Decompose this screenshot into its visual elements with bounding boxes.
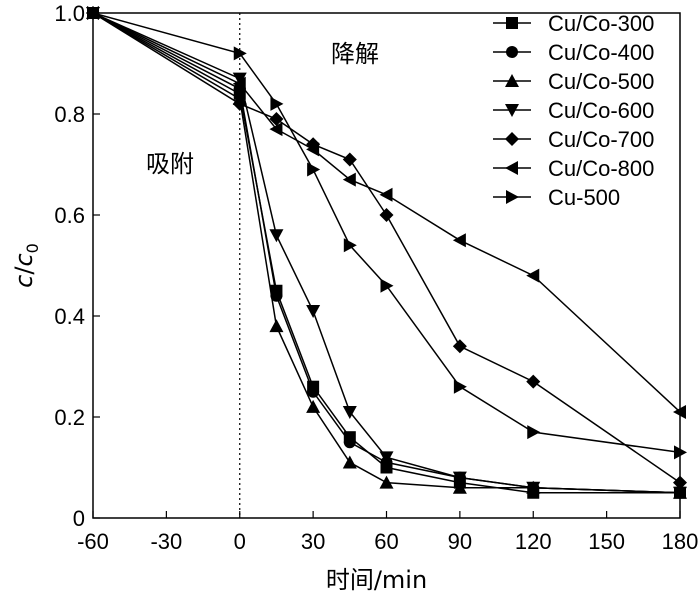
data-point xyxy=(452,233,466,248)
data-point xyxy=(526,268,540,283)
legend-entry: Cu/Co-600 xyxy=(493,98,654,123)
x-axis-title: 时间/min xyxy=(326,566,427,594)
legend-label: Cu/Co-400 xyxy=(548,40,654,65)
series-cu-500 xyxy=(87,6,687,460)
data-point xyxy=(526,374,541,389)
x-tick-label: 150 xyxy=(588,529,625,554)
data-point xyxy=(232,72,247,86)
legend-entry: Cu/Co-400 xyxy=(493,40,654,65)
data-point xyxy=(342,455,357,469)
data-point xyxy=(269,112,284,127)
data-point xyxy=(306,399,321,413)
data-point xyxy=(379,208,394,222)
data-point xyxy=(380,278,394,293)
annotation-adsorption: 吸附 xyxy=(146,150,194,178)
x-tick-label: -30 xyxy=(150,529,182,554)
x-tick-label: 30 xyxy=(301,529,325,554)
legend-label: Cu/Co-300 xyxy=(548,11,654,36)
data-point xyxy=(379,451,394,465)
data-point xyxy=(269,229,284,243)
legend-label: Cu/Co-600 xyxy=(548,98,654,123)
data-point xyxy=(673,486,687,500)
x-tick-label: 60 xyxy=(374,529,398,554)
data-point xyxy=(527,425,541,440)
legend-entry: Cu-500 xyxy=(493,185,620,210)
data-point xyxy=(232,96,247,111)
legend-label: Cu/Co-700 xyxy=(548,127,654,152)
data-point xyxy=(306,304,321,318)
data-point xyxy=(526,481,541,495)
data-point xyxy=(452,471,467,485)
legend-marker xyxy=(505,132,519,146)
series-cu-co-500 xyxy=(86,6,687,499)
data-point xyxy=(452,339,467,354)
data-point xyxy=(343,238,357,253)
data-point xyxy=(343,436,356,449)
data-point xyxy=(233,46,247,61)
data-point xyxy=(269,122,283,137)
data-point xyxy=(673,475,687,490)
data-point xyxy=(673,404,686,419)
y-axis-title: c/c0 xyxy=(10,243,42,288)
x-tick-label: 90 xyxy=(448,529,472,554)
data-point xyxy=(342,405,357,419)
legend-entry: Cu/Co-500 xyxy=(493,69,654,94)
legend-entry: Cu/Co-800 xyxy=(493,156,654,181)
x-tick-label: -60 xyxy=(77,529,109,554)
legend: Cu/Co-300 Cu/Co-400 Cu/Co-500 Cu/Co-600 Cu/C… xyxy=(493,11,654,210)
legend-marker xyxy=(505,161,518,175)
annotation-degradation: 降解 xyxy=(331,40,379,68)
data-point xyxy=(270,289,283,302)
data-point xyxy=(453,379,467,394)
y-tick-label: 0.4 xyxy=(54,304,85,329)
y-tick-label: 0 xyxy=(73,506,85,531)
legend-marker xyxy=(506,17,518,29)
legend-entry: Cu/Co-700 xyxy=(493,127,654,152)
series-cu-co-800 xyxy=(86,6,686,419)
y-tick-label: 0.8 xyxy=(54,102,85,127)
data-point xyxy=(87,6,100,20)
legend-marker xyxy=(505,104,519,117)
data-point xyxy=(269,319,284,333)
y-tick-label: 0.6 xyxy=(54,203,85,228)
data-point xyxy=(342,152,357,167)
data-point xyxy=(452,480,467,494)
data-point xyxy=(379,187,393,202)
legend-marker xyxy=(505,74,519,87)
x-tick-label: 0 xyxy=(234,529,246,554)
legend-marker xyxy=(506,46,518,58)
data-point xyxy=(232,76,246,91)
data-point xyxy=(307,385,320,398)
plot-area: -60 -30 0 30 60 90 120 150 180 0 0.2 0.4 0.6 0.8 1.0 时间… xyxy=(10,1,698,594)
legend-label: Cu/Co-800 xyxy=(548,156,654,181)
legend-marker xyxy=(506,190,519,204)
data-point xyxy=(307,162,321,177)
legend-entry: Cu/Co-300 xyxy=(493,11,654,36)
legend-label: Cu/Co-500 xyxy=(548,69,654,94)
y-tick-label: 0.2 xyxy=(54,405,85,430)
data-point xyxy=(306,142,320,157)
legend-label: Cu-500 xyxy=(548,185,620,210)
data-point xyxy=(270,96,284,111)
data-point xyxy=(379,475,394,489)
data-point xyxy=(674,445,687,460)
y-tick-label: 1.0 xyxy=(54,1,85,26)
x-tick-label: 120 xyxy=(515,529,552,554)
data-point xyxy=(342,172,356,187)
x-tick-label: 180 xyxy=(662,529,699,554)
